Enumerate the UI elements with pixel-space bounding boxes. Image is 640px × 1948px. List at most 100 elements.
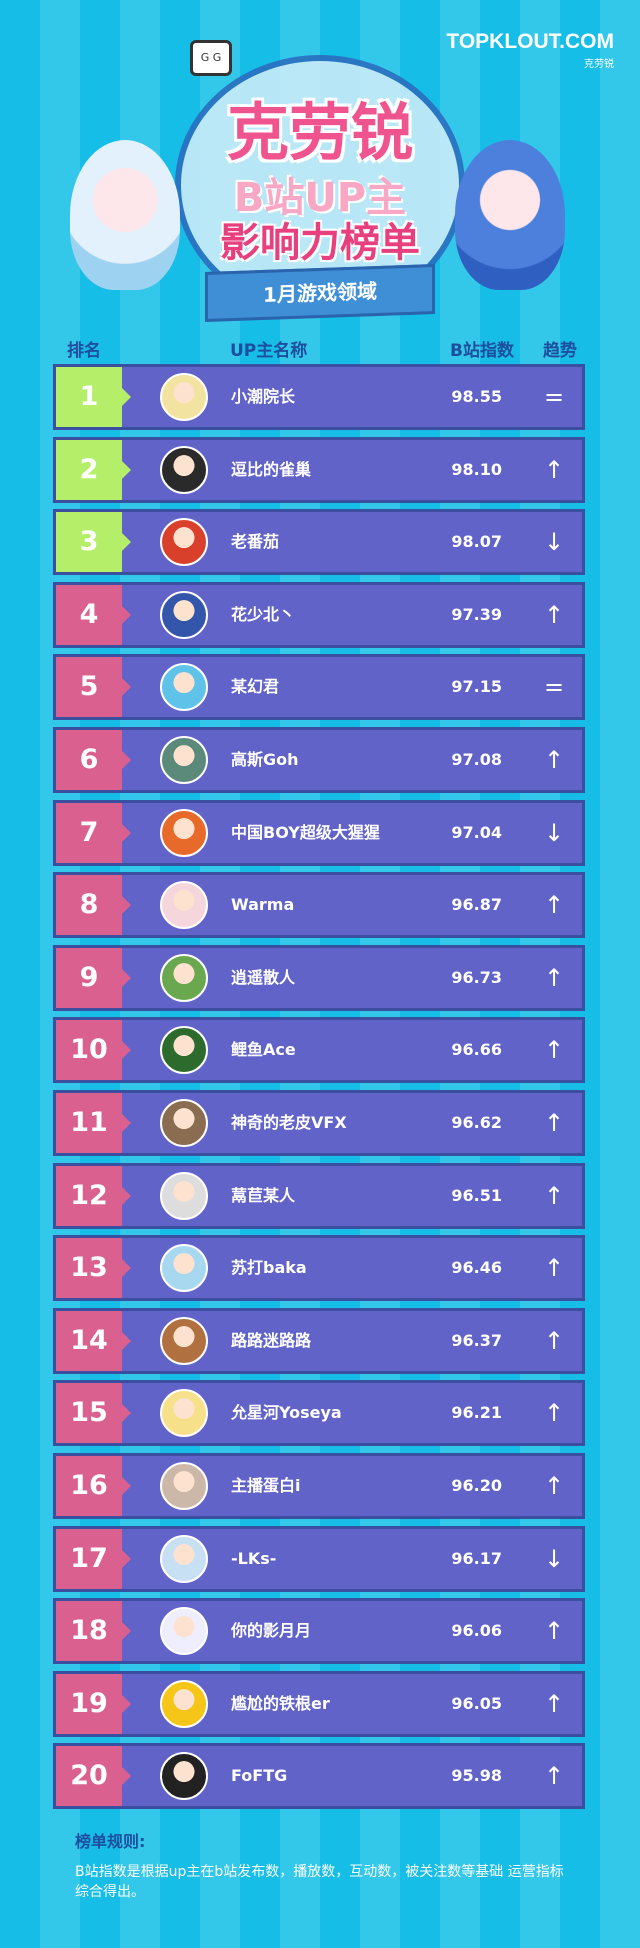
avatar	[160, 590, 208, 639]
trend-icon: ↑	[544, 455, 565, 484]
avatar	[160, 953, 208, 1002]
bilibili-index: 98.07	[451, 532, 502, 552]
trend-icon: ↓	[544, 1544, 565, 1573]
topklout-logo: TOPKLOUT.COM 克劳锐	[446, 30, 614, 70]
header-rank: 排名	[67, 341, 101, 361]
trend-icon: ↑	[544, 1326, 565, 1355]
avatar	[160, 445, 208, 494]
up-name: 小潮院长	[231, 387, 296, 406]
avatar	[160, 663, 208, 712]
header-index: B站指数	[450, 341, 514, 361]
rank-badge: 13	[56, 1238, 131, 1299]
avatar	[160, 1099, 208, 1147]
trend-icon: ↑	[544, 963, 565, 992]
category-ribbon: 1月游戏领域	[205, 263, 435, 323]
table-row: 12 蒚苣某人 96.51 ↑	[53, 1162, 585, 1229]
table-row: 2 逗比的雀巢 98.10 ↑	[53, 436, 585, 503]
table-row: 17 -LKs- 96.17 ↓	[53, 1525, 585, 1592]
trend-icon: ↑	[544, 746, 565, 774]
rank-badge: 17	[56, 1528, 131, 1589]
trend-icon: ↑	[544, 891, 565, 920]
bilibili-index: 96.46	[451, 1258, 502, 1278]
rank-badge: 14	[56, 1310, 131, 1371]
rank-badge: 16	[56, 1456, 131, 1516]
table-row: 8 Warma 96.87 ↑	[53, 872, 585, 939]
header-trend: 趋势	[543, 341, 577, 361]
avatar	[160, 808, 208, 857]
up-name: 逗比的雀巢	[231, 459, 312, 479]
up-name: 你的影月月	[231, 1621, 312, 1641]
up-name: 主播蛋白i	[231, 1476, 301, 1495]
table-row: 16 主播蛋白i 96.20 ↑	[53, 1453, 585, 1519]
trend-icon: ↑	[544, 1181, 565, 1210]
bilibili-index: 96.73	[451, 967, 502, 987]
avatar	[160, 881, 208, 930]
up-name: 鲤鱼Ace	[231, 1040, 296, 1060]
bilibili-index: 97.39	[451, 604, 502, 624]
table-row: 10 鲤鱼Ace 96.66 ↑	[53, 1017, 585, 1084]
rank-badge: 10	[56, 1020, 131, 1081]
bilibili-index: 98.55	[451, 387, 502, 406]
trend-icon: ↑	[544, 1617, 565, 1646]
bilibili-index: 95.98	[451, 1766, 502, 1786]
rank-badge: 7	[56, 802, 131, 863]
header-name: UP主名称	[230, 341, 308, 361]
bilibili-index: 96.62	[451, 1113, 502, 1132]
avatar	[160, 373, 208, 421]
trend-icon: ↑	[544, 1472, 565, 1500]
up-name: 花少北丶	[231, 604, 296, 624]
up-name: 某幻君	[231, 677, 280, 697]
bilibili-index: 96.87	[451, 895, 502, 915]
avatar	[160, 1171, 208, 1220]
avatar	[160, 1462, 208, 1510]
trend-icon: ↑	[544, 1689, 565, 1718]
table-row: 9 逍遥散人 96.73 ↑	[53, 944, 585, 1011]
rank-badge: 9	[56, 947, 131, 1008]
title-brand: 克劳锐	[226, 96, 413, 169]
avatar	[160, 1752, 208, 1801]
trend-icon: ↑	[544, 1254, 565, 1283]
bilibili-index: 96.06	[451, 1621, 502, 1641]
avatar	[160, 1244, 208, 1293]
bilibili-index: 96.17	[451, 1548, 502, 1568]
trend-icon: ↑	[544, 1036, 565, 1065]
table-row: 13 苏打baka 96.46 ↑	[53, 1235, 585, 1302]
trend-icon: ↓	[544, 528, 565, 557]
logo-brand: TOPKLOUT.COM	[446, 30, 614, 53]
bilibili-index: 97.08	[451, 750, 502, 769]
rank-badge: 5	[56, 657, 131, 718]
up-name: 神奇的老皮VFX	[231, 1113, 347, 1132]
up-name: Warma	[231, 895, 295, 915]
rank-badge: 12	[56, 1165, 131, 1226]
rank-badge: 4	[56, 584, 131, 645]
trend-icon: ↑	[544, 600, 565, 629]
table-row: 1 小潮院长 98.55 =	[53, 364, 585, 430]
up-name: 路路迷路路	[231, 1330, 312, 1350]
table-row: 11 神奇的老皮VFX 96.62 ↑	[53, 1090, 585, 1156]
bilibili-index: 96.21	[451, 1403, 502, 1423]
trend-icon: ↑	[544, 1762, 565, 1791]
mascot-left-illustration	[70, 140, 180, 290]
up-name: 逍遥散人	[231, 967, 296, 987]
up-name: 蒚苣某人	[231, 1185, 296, 1205]
table-row: 14 路路迷路路 96.37 ↑	[53, 1307, 585, 1374]
avatar	[160, 1389, 208, 1438]
bilibili-index: 96.05	[451, 1693, 502, 1713]
trend-icon: =	[544, 673, 565, 702]
logo-sub: 克劳锐	[584, 59, 614, 70]
rank-badge: 20	[56, 1746, 131, 1807]
table-row: 4 花少北丶 97.39 ↑	[53, 581, 585, 648]
avatar	[160, 1679, 208, 1728]
up-name: 尴尬的铁根er	[231, 1693, 330, 1713]
up-name: 老番茄	[231, 532, 280, 552]
bilibili-index: 96.37	[451, 1330, 502, 1350]
mascot-right-illustration	[455, 140, 565, 290]
rank-badge: 2	[56, 439, 131, 500]
avatar	[160, 1316, 208, 1365]
table-row: 7 中国BOY超级大猩猩 97.04 ↓	[53, 799, 585, 866]
up-name: -LKs-	[231, 1548, 277, 1568]
avatar	[160, 736, 208, 784]
avatar	[160, 1607, 208, 1656]
title-subtitle: B站UP主	[233, 175, 407, 221]
bilibili-index: 96.66	[451, 1040, 502, 1060]
